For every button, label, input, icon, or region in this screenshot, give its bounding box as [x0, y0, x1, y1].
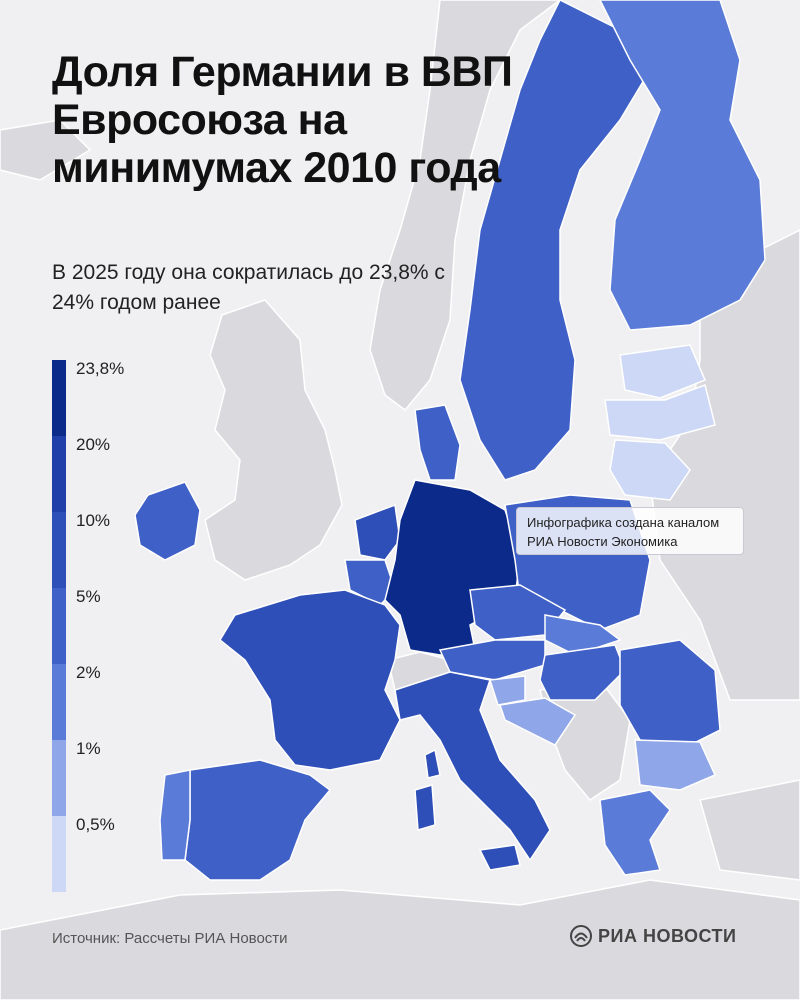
legend: 23,8% 20% 10% 5% 2% 1% 0,5%: [52, 360, 172, 892]
legend-swatch: [52, 816, 66, 892]
land-norway: [369, 0, 562, 412]
legend-label: 1%: [76, 739, 101, 758]
country-estonia: [619, 344, 706, 399]
ria-logo-icon: [570, 925, 592, 947]
country-croatia: [499, 697, 577, 746]
legend-label: 0,5%: [76, 815, 115, 834]
legend-label: 20%: [76, 435, 111, 454]
country-romania: [619, 639, 721, 746]
channel-note: Инфографика создана каналом РИА Новости …: [516, 507, 744, 555]
country-ireland: [134, 481, 201, 561]
legend-bar: [52, 360, 66, 892]
land-turkey: [699, 779, 800, 881]
country-sicily: [478, 844, 521, 871]
country-lithuania: [609, 439, 691, 501]
legend-swatch: [52, 664, 66, 740]
legend-swatch: [52, 360, 66, 436]
country-spain: [184, 759, 332, 881]
country-sardinia: [414, 784, 436, 831]
land-iceland-edge: [0, 119, 92, 181]
ria-logo: РИА НОВОСТИ: [570, 924, 736, 948]
legend-swatch: [52, 436, 66, 512]
legend-swatch: [52, 512, 66, 588]
legend-swatch: [52, 588, 66, 664]
country-portugal: [159, 769, 191, 861]
country-italy: [394, 671, 551, 862]
country-latvia: [604, 384, 716, 441]
eu-countries: [134, 0, 766, 881]
country-france: [219, 589, 401, 771]
country-greece: [599, 789, 671, 876]
source-text: Источник: Рассчеты РИА Новости: [52, 930, 288, 947]
legend-label: 2%: [76, 663, 101, 682]
legend-label: 23,8%: [76, 359, 125, 378]
legend-label: 5%: [76, 587, 101, 606]
ria-logo-text: РИА НОВОСТИ: [598, 925, 737, 946]
channel-note-line1: Инфографика создана каналом: [527, 515, 720, 530]
page-title: Доля Германии в ВВП Евросоюза на минимум…: [52, 48, 513, 192]
country-hungary: [539, 644, 626, 701]
land-north-africa: [0, 879, 800, 1000]
country-denmark: [414, 404, 461, 481]
page-subtitle: В 2025 году она сократилась до 23,8% с 2…: [52, 261, 445, 314]
country-corsica: [424, 748, 441, 779]
country-finland: [599, 0, 766, 331]
country-slovenia: [489, 675, 526, 706]
channel-note-line2: РИА Новости Экономика: [527, 534, 678, 549]
country-bulgaria: [634, 739, 716, 791]
legend-label: 10%: [76, 511, 111, 530]
land-uk: [204, 299, 343, 581]
legend-swatch: [52, 740, 66, 816]
country-sweden: [459, 0, 651, 481]
country-netherlands: [354, 503, 401, 561]
